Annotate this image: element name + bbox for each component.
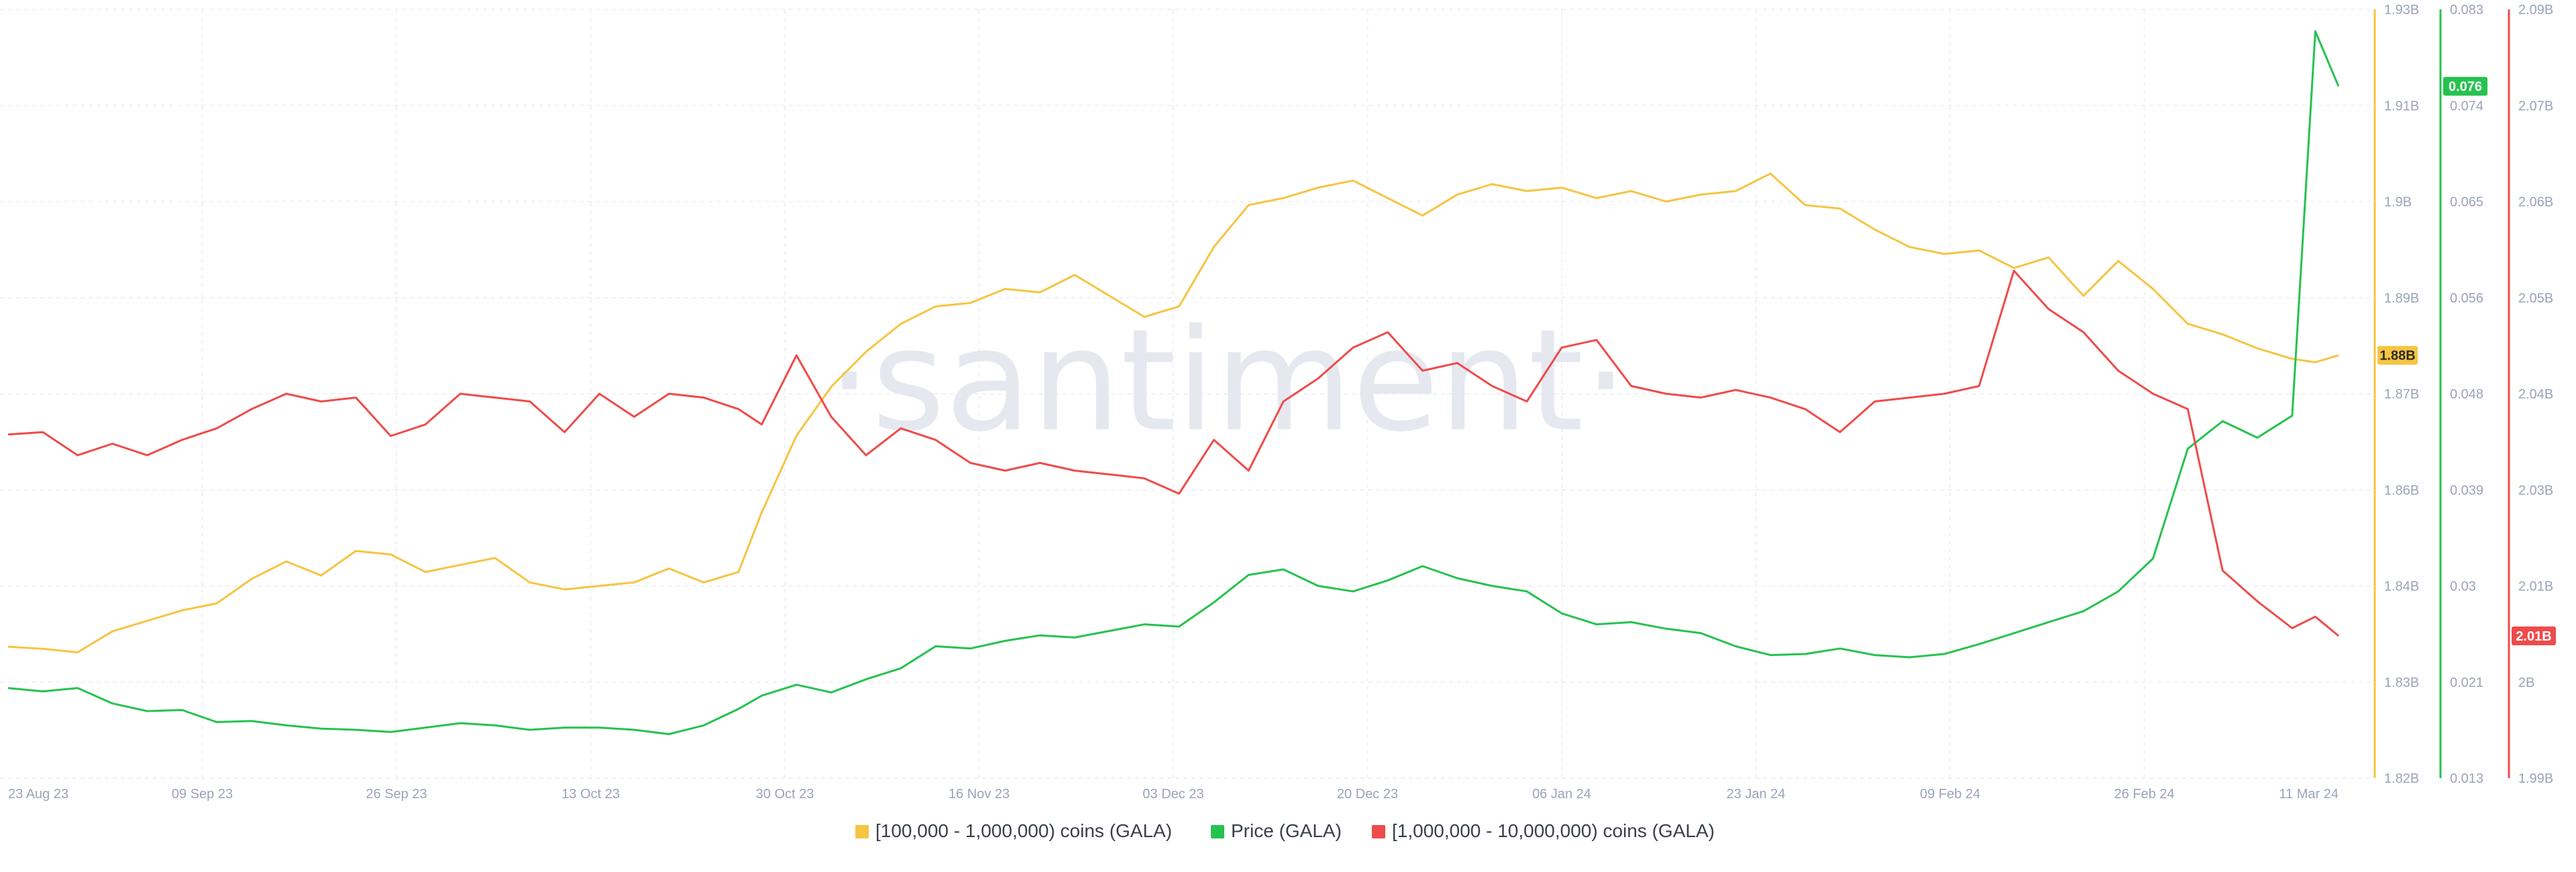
y-tick-label-holders_100k_1m: 1.89B <box>2384 291 2419 306</box>
current-value-badge-holders_1m_10m <box>2512 626 2556 645</box>
x-tick-label: 23 Aug 23 <box>8 787 68 802</box>
legend-label: [1,000,000 - 10,000,000) coins (GALA) <box>1392 820 1715 841</box>
current-value-label-price: 0.076 <box>2449 80 2482 95</box>
series-line-price <box>7 30 2340 735</box>
y-tick-label-price: 0.048 <box>2450 387 2483 402</box>
legend: [100,000 - 1,000,000) coins (GALA) Price … <box>855 820 1715 841</box>
current-value-label-holders_1m_10m: 2.01B <box>2516 629 2551 644</box>
y-tick-label-holders_100k_1m: 1.82B <box>2384 771 2419 786</box>
x-tick-label: 23 Jan 24 <box>1727 787 1786 802</box>
y-tick-label-holders_1m_10m: 2.06B <box>2518 195 2553 210</box>
x-tick-label: 30 Oct 23 <box>756 787 814 802</box>
y-tick-label-holders_100k_1m: 1.87B <box>2384 387 2419 402</box>
legend-swatch <box>855 825 869 838</box>
y-tick-label-price: 0.039 <box>2450 483 2483 498</box>
y-tick-label-price: 0.03 <box>2450 580 2476 594</box>
santiment-watermark: ·santiment· <box>827 298 1629 463</box>
y-tick-label-holders_1m_10m: 2.05B <box>2518 291 2553 306</box>
legend-label: Price (GALA) <box>1231 820 1342 841</box>
y-tick-label-price: 0.056 <box>2450 291 2483 306</box>
y-tick-label-holders_100k_1m: 1.9B <box>2384 195 2412 210</box>
x-axis: 23 Aug 23 09 Sep 23 26 Sep 23 13 Oct 23 30 O… <box>8 787 2339 802</box>
legend-swatch <box>1211 825 1224 838</box>
y-tick-label-holders_100k_1m: 1.86B <box>2384 483 2419 498</box>
y-tick-label-holders_1m_10m: 2.01B <box>2518 580 2553 594</box>
x-tick-label: 11 Mar 24 <box>2279 787 2339 802</box>
y-tick-label-holders_1m_10m: 2.09B <box>2518 3 2553 17</box>
y-tick-label-price: 0.065 <box>2450 195 2483 210</box>
y-tick-label-holders_100k_1m: 1.83B <box>2384 675 2419 690</box>
legend-swatch <box>1372 825 1385 838</box>
y-tick-label-price: 0.021 <box>2450 675 2483 690</box>
series-layer <box>7 30 2340 735</box>
grid-lines <box>0 9 2375 779</box>
legend-label: [100,000 - 1,000,000) coins (GALA) <box>875 820 1172 841</box>
y-tick-label-holders_1m_10m: 2.04B <box>2518 387 2553 402</box>
x-tick-label: 03 Dec 23 <box>1142 787 1203 802</box>
y-tick-label-price: 0.083 <box>2450 3 2483 17</box>
y-tick-label-holders_1m_10m: 2B <box>2518 675 2534 690</box>
x-tick-label: 09 Feb 24 <box>1920 787 1980 802</box>
y-tick-label-holders_100k_1m: 1.84B <box>2384 580 2419 594</box>
axes-layer: 1.93B 1.91B 1.9B 1.89B 1.87B 1.86B 1.84B 1.83B 1… <box>2373 3 2556 786</box>
y-tick-label-holders_100k_1m: 1.91B <box>2384 99 2419 113</box>
current-value-label-holders_100k_1m: 1.88B <box>2379 349 2415 364</box>
y-tick-label-holders_100k_1m: 1.93B <box>2384 3 2419 17</box>
y-tick-label-holders_1m_10m: 1.99B <box>2518 771 2553 786</box>
x-tick-label: 16 Nov 23 <box>949 787 1010 802</box>
x-tick-label: 13 Oct 23 <box>561 787 620 802</box>
x-tick-label: 20 Dec 23 <box>1337 787 1398 802</box>
current-value-badge-price <box>2443 76 2487 96</box>
current-value-badge-holders_100k_1m <box>2377 345 2418 365</box>
x-tick-label: 06 Jan 24 <box>1532 787 1591 802</box>
y-tick-label-price: 0.074 <box>2450 99 2483 113</box>
x-tick-label: 26 Feb 24 <box>2114 787 2174 802</box>
x-tick-label: 26 Sep 23 <box>366 787 427 802</box>
y-tick-label-price: 0.013 <box>2450 771 2483 786</box>
y-tick-label-holders_1m_10m: 2.07B <box>2518 99 2553 113</box>
y-tick-label-holders_1m_10m: 2.03B <box>2518 483 2553 498</box>
x-tick-label: 09 Sep 23 <box>172 787 233 802</box>
series-line-holders_1m_10m <box>7 270 2339 637</box>
series-line-holders_100k_1m <box>7 172 2339 653</box>
